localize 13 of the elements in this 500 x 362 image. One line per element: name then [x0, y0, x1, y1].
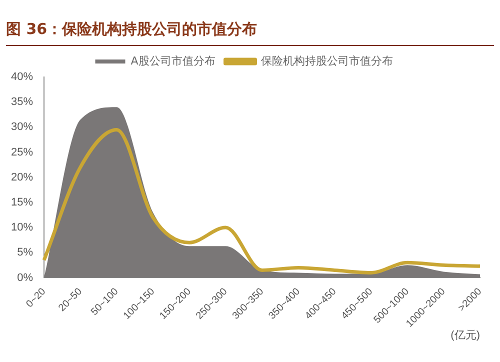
legend-label: 保险机构持股公司市值分布	[260, 54, 393, 68]
y-tick-label: 25%	[10, 146, 34, 158]
y-tick-label: 15%	[10, 196, 34, 208]
x-axis-title: (亿元)	[450, 329, 480, 342]
y-tick-label: 30%	[10, 121, 34, 134]
y-tick-label: 10%	[10, 222, 34, 234]
y-tick-label: 40%	[10, 71, 34, 84]
y-tick-label: 5%	[17, 246, 34, 259]
y-tick-label: 35%	[10, 96, 34, 108]
y-tick-label: 0%	[17, 272, 34, 284]
legend-label: A股公司市值分布	[130, 54, 216, 68]
chart-title: 图 36：保险机构持股公司的市值分布	[6, 20, 494, 46]
y-tick-label: 20%	[10, 171, 34, 184]
